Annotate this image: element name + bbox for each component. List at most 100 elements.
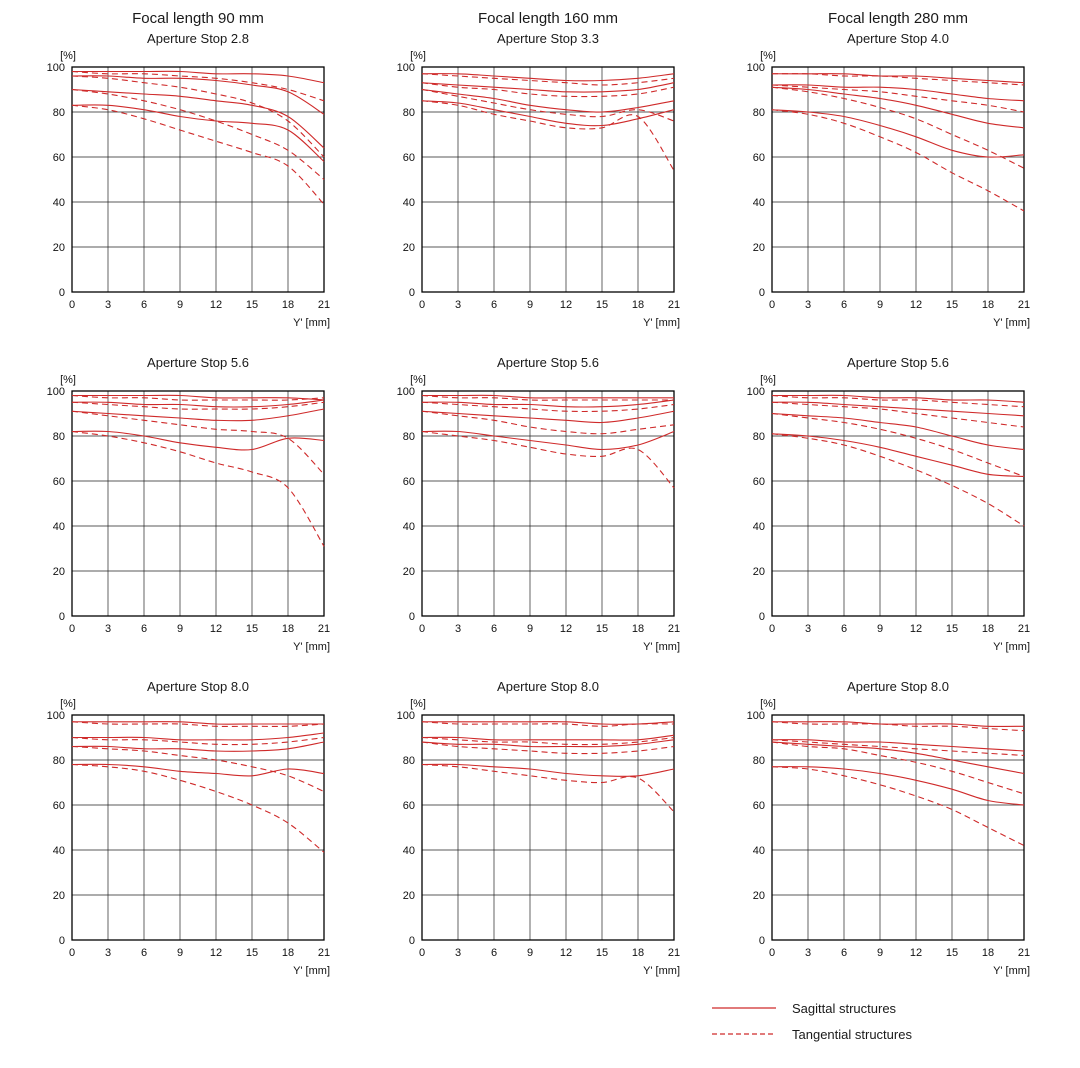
svg-text:100: 100 [47, 386, 65, 398]
svg-text:15: 15 [946, 623, 958, 635]
svg-text:[%]: [%] [410, 50, 426, 62]
svg-text:15: 15 [946, 299, 958, 311]
svg-text:100: 100 [47, 62, 65, 74]
svg-text:15: 15 [246, 623, 258, 635]
svg-text:80: 80 [753, 107, 765, 119]
svg-text:0: 0 [419, 299, 425, 311]
svg-text:6: 6 [841, 947, 847, 959]
svg-text:0: 0 [69, 947, 75, 959]
svg-text:Y' [mm]: Y' [mm] [293, 965, 330, 977]
svg-text:0: 0 [419, 947, 425, 959]
svg-text:9: 9 [527, 623, 533, 635]
svg-text:3: 3 [105, 623, 111, 635]
dashed-curve-tangential-4 [421, 100, 675, 171]
column-headers: Focal length 90 mm Focal length 160 mm F… [0, 10, 1080, 31]
legend-label-sagittal: Sagittal structures [792, 1000, 897, 1016]
svg-text:0: 0 [759, 611, 765, 623]
svg-text:[%]: [%] [410, 698, 426, 710]
solid-curve-sagittal-1 [72, 394, 325, 401]
svg-text:3: 3 [455, 947, 461, 959]
dashed-curve-tangential-3 [71, 745, 325, 793]
solid-curve-sagittal-3 [71, 741, 325, 752]
svg-text:[%]: [%] [60, 698, 76, 710]
svg-text:80: 80 [403, 107, 415, 119]
chart-cell: Aperture Stop 8.0 0 20 40 60 80 100 0 3 6 9 12 15 18 2… [378, 679, 728, 991]
svg-text:9: 9 [877, 947, 883, 959]
svg-text:21: 21 [1018, 299, 1030, 311]
svg-text:100: 100 [47, 710, 65, 722]
dashed-curve-tangential-3 [71, 410, 325, 475]
svg-text:[%]: [%] [760, 50, 776, 62]
svg-text:15: 15 [946, 947, 958, 959]
chart-plot: 0 20 40 60 80 100 0 3 6 9 12 15 18 21 [%] Y' [mm] [47, 50, 330, 329]
svg-text:0: 0 [769, 947, 775, 959]
svg-text:0: 0 [769, 623, 775, 635]
svg-text:9: 9 [177, 623, 183, 635]
svg-text:15: 15 [596, 299, 608, 311]
svg-text:21: 21 [668, 623, 680, 635]
dashed-curve-tangential-4 [71, 104, 325, 205]
solid-curve-sagittal-2 [72, 732, 325, 741]
svg-text:100: 100 [397, 710, 415, 722]
svg-text:18: 18 [632, 623, 644, 635]
dashed-curve-tangential-2 [421, 401, 675, 413]
svg-text:Y' [mm]: Y' [mm] [993, 965, 1030, 977]
svg-text:12: 12 [560, 299, 572, 311]
svg-text:40: 40 [753, 845, 765, 857]
solid-curve-sagittal-1 [71, 721, 324, 725]
dashed-curve-tangential-4 [771, 766, 1025, 846]
svg-text:21: 21 [1018, 623, 1030, 635]
svg-text:40: 40 [53, 197, 65, 209]
dashed-curve-tangential-1 [71, 70, 325, 102]
svg-text:0: 0 [759, 935, 765, 947]
svg-text:Y' [mm]: Y' [mm] [643, 317, 680, 329]
chart-title: Aperture Stop 3.3 [497, 31, 599, 46]
svg-text:9: 9 [877, 299, 883, 311]
dashed-curve-tangential-4 [71, 763, 325, 853]
svg-text:6: 6 [841, 623, 847, 635]
chart-cell: Aperture Stop 5.6 0 20 40 60 80 100 0 3 6 9 12 15 18 2… [728, 355, 1078, 667]
chart-plot: 0 20 40 60 80 100 0 3 6 9 12 15 18 21 [%] Y' [mm] [397, 374, 680, 653]
svg-text:18: 18 [982, 947, 994, 959]
svg-text:20: 20 [753, 566, 765, 578]
solid-curve-sagittal-4 [421, 430, 675, 451]
svg-text:60: 60 [53, 476, 65, 488]
svg-text:3: 3 [105, 299, 111, 311]
dashed-curve-tangential-2 [771, 739, 1025, 757]
svg-text:12: 12 [210, 623, 222, 635]
svg-text:3: 3 [805, 299, 811, 311]
svg-text:15: 15 [596, 623, 608, 635]
svg-text:0: 0 [59, 935, 65, 947]
dashed-curve-tangential-1 [771, 721, 1025, 732]
dashed-curve-tangential-1 [421, 394, 674, 401]
chart-cell: Aperture Stop 5.6 0 20 40 60 80 100 0 3 6 9 12 15 18 2… [378, 355, 728, 667]
svg-text:12: 12 [910, 947, 922, 959]
dashed-curve-tangential-1 [71, 394, 325, 401]
chart-plot: 0 20 40 60 80 100 0 3 6 9 12 15 18 21 [%] Y' [mm] [397, 50, 680, 329]
svg-text:18: 18 [632, 299, 644, 311]
svg-text:18: 18 [982, 299, 994, 311]
svg-text:21: 21 [318, 623, 330, 635]
svg-text:100: 100 [397, 386, 415, 398]
solid-curve-sagittal-1 [422, 394, 674, 399]
solid-curve-sagittal-4 [771, 109, 1025, 158]
dashed-curve-tangential-1 [771, 73, 1025, 86]
dashed-curve-tangential-1 [421, 73, 675, 86]
svg-text:60: 60 [753, 800, 765, 812]
svg-text:Y' [mm]: Y' [mm] [643, 965, 680, 977]
svg-text:0: 0 [419, 623, 425, 635]
solid-curve-sagittal-4 [71, 430, 325, 451]
svg-text:18: 18 [282, 299, 294, 311]
svg-text:80: 80 [53, 755, 65, 767]
dashed-curve-tangential-2 [71, 75, 325, 158]
chart-plot: 0 20 40 60 80 100 0 3 6 9 12 15 18 21 [%] Y' [mm] [397, 698, 680, 977]
svg-text:Y' [mm]: Y' [mm] [993, 317, 1030, 329]
svg-text:9: 9 [877, 623, 883, 635]
svg-text:80: 80 [53, 431, 65, 443]
solid-curve-sagittal-2 [71, 399, 325, 408]
svg-text:80: 80 [53, 107, 65, 119]
solid-curve-sagittal-3 [71, 88, 325, 149]
svg-text:12: 12 [210, 947, 222, 959]
svg-text:0: 0 [409, 935, 415, 947]
